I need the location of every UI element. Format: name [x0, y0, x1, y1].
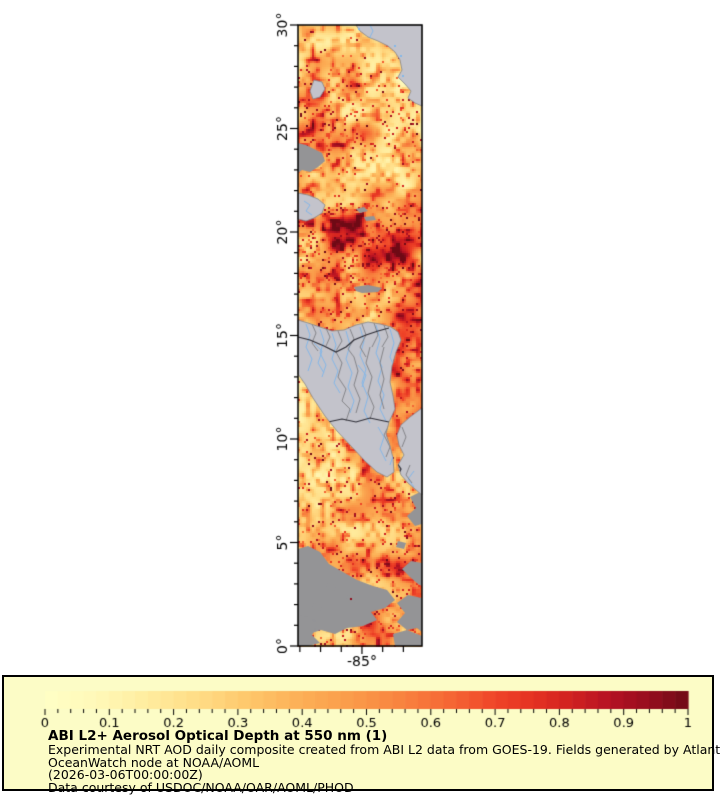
caption-line-3: (2026-03-06T00:00:00Z): [48, 767, 203, 783]
caption-line-1: Experimental NRT AOD daily composite cre…: [48, 742, 720, 757]
caption-block: ABI L2+ Aerosol Optical Depth at 550 nm …: [48, 729, 720, 795]
aod-map-canvas: [260, 5, 440, 670]
caption-line-4: Data courtesy of USDOC/NOAA/OAR/AOML/PHO…: [48, 780, 354, 796]
caption-title: ABI L2+ Aerosol Optical Depth at 550 nm …: [48, 728, 388, 744]
colorbar-canvas: [2, 690, 718, 736]
caption-line-2: OceanWatch node at NOAA/AOML: [48, 754, 260, 770]
